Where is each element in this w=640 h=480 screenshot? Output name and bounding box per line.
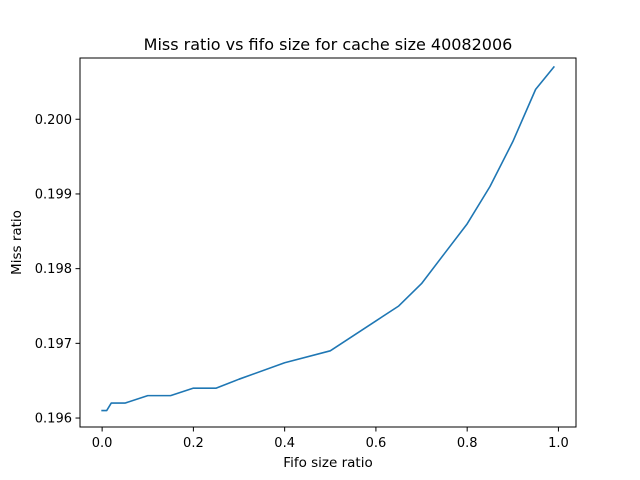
x-tick-label: 0.8 xyxy=(457,436,478,451)
x-tick-label: 0.6 xyxy=(366,436,387,451)
x-tick-label: 0.2 xyxy=(183,436,204,451)
y-axis-label: Miss ratio xyxy=(9,210,25,275)
x-tick-label: 0.0 xyxy=(92,436,113,451)
x-axis-label: Fifo size ratio xyxy=(283,455,372,471)
plot-background xyxy=(80,58,576,427)
y-tick-label: 0.200 xyxy=(35,113,72,128)
x-tick-label: 1.0 xyxy=(548,436,569,451)
ticks-layer: 0.0 0.2 0.4 0.6 0.8 1.0 0.196 0.197 0.198 0.199 0.… xyxy=(35,113,569,451)
y-tick-label: 0.199 xyxy=(35,187,72,202)
series-layer xyxy=(101,65,555,412)
y-tick-label: 0.198 xyxy=(35,262,72,277)
plot-frame xyxy=(79,57,577,428)
x-tick-label: 0.4 xyxy=(274,436,295,451)
y-tick-label: 0.196 xyxy=(35,412,72,427)
chart-title: Miss ratio vs fifo size for cache size 4… xyxy=(144,35,513,54)
y-tick-label: 0.197 xyxy=(35,337,72,352)
series-line xyxy=(101,65,555,412)
